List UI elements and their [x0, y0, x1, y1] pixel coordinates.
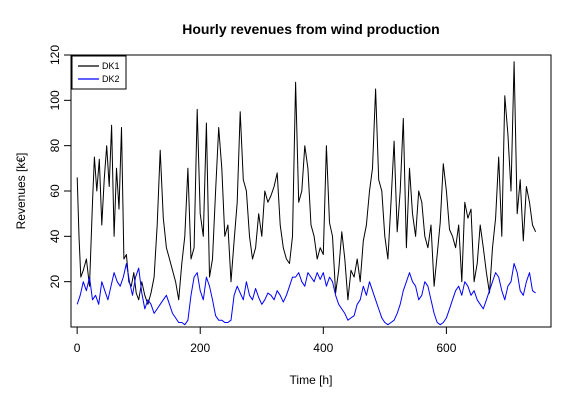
x-tick-label: 400 — [313, 341, 333, 355]
x-axis: 0 200 400 600 — [74, 327, 457, 355]
y-tick-label: 60 — [48, 184, 62, 198]
x-tick-label: 0 — [74, 341, 81, 355]
x-tick-label: 200 — [190, 341, 210, 355]
chart-title: Hourly revenues from wind production — [182, 21, 439, 37]
y-tick-label: 80 — [48, 139, 62, 153]
y-axis-label: Revenues [k€] — [14, 153, 28, 230]
legend-label-dk1: DK1 — [102, 61, 120, 71]
y-tick-label: 120 — [48, 45, 62, 65]
y-axis: 20 40 60 80 100 120 — [48, 45, 71, 289]
legend-label-dk2: DK2 — [102, 74, 120, 84]
series-layer — [76, 61, 537, 326]
x-axis-label: Time [h] — [290, 373, 333, 387]
legend: DK1 DK2 — [71, 55, 127, 90]
y-tick-label: 100 — [48, 90, 62, 110]
y-tick-label: 40 — [48, 229, 62, 243]
series-line-dk2 — [76, 263, 536, 326]
legend-box — [71, 55, 127, 90]
x-tick-label: 600 — [436, 341, 456, 355]
y-tick-label: 20 — [48, 275, 62, 289]
series-line-dk1 — [76, 61, 537, 305]
